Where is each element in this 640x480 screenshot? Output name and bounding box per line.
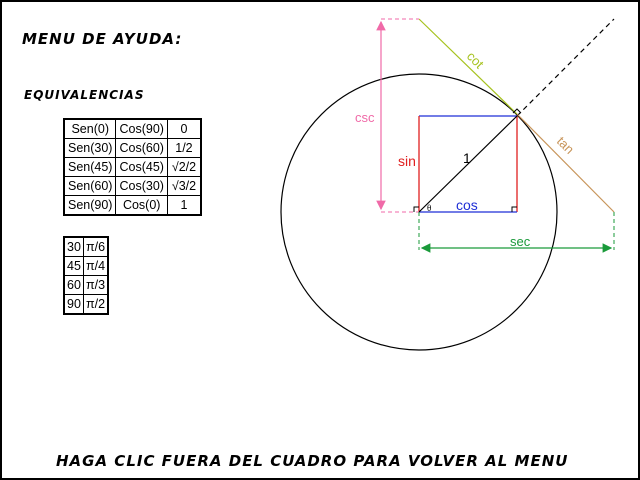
csc-label: csc bbox=[355, 110, 375, 125]
table-cell: 1/2 bbox=[166, 138, 202, 158]
table-cell: 30 bbox=[63, 236, 84, 257]
cot-line bbox=[418, 18, 518, 115]
right-angle-marker bbox=[413, 206, 419, 212]
cot-label: cot bbox=[464, 49, 487, 72]
table-row: Sen(45) Cos(45) √2/2 bbox=[63, 157, 202, 177]
table-cell: 60 bbox=[63, 275, 84, 295]
table-cell: Sen(90) bbox=[63, 195, 117, 216]
tan-line bbox=[516, 113, 615, 213]
right-angle-marker bbox=[512, 108, 522, 114]
table-row: 90 π/2 bbox=[63, 294, 109, 315]
page-title: MENU DE AYUDA: bbox=[22, 30, 183, 48]
table-cell: Cos(0) bbox=[115, 195, 168, 216]
table-cell: π/6 bbox=[83, 236, 109, 257]
table-cell: √3/2 bbox=[166, 176, 202, 196]
equivalences-table: Sen(0) Cos(90) 0 Sen(30) Cos(60) 1/2 Sen… bbox=[63, 118, 202, 216]
table-row: 60 π/3 bbox=[63, 275, 109, 295]
table-cell: 1 bbox=[166, 195, 202, 216]
tan-label: tan bbox=[554, 134, 577, 157]
table-row: Sen(60) Cos(30) √3/2 bbox=[63, 176, 202, 196]
table-row: Sen(90) Cos(0) 1 bbox=[63, 195, 202, 216]
table-cell: 90 bbox=[63, 294, 84, 315]
table-row: 30 π/6 bbox=[63, 236, 109, 257]
sin-label: sin bbox=[398, 153, 416, 169]
section-heading: EQUIVALENCIAS bbox=[24, 88, 145, 102]
cos-label: cos bbox=[456, 197, 478, 213]
right-angle-marker bbox=[511, 206, 517, 212]
table-cell: π/3 bbox=[83, 275, 109, 295]
table-cell: Cos(30) bbox=[115, 176, 168, 196]
angles-table: 30 π/6 45 π/4 60 π/3 90 π/2 bbox=[63, 236, 110, 315]
table-cell: √2/2 bbox=[166, 157, 202, 177]
radius-extension bbox=[516, 18, 615, 117]
theta-label: θ bbox=[427, 203, 431, 213]
table-cell: Cos(45) bbox=[115, 157, 168, 177]
sec-label: sec bbox=[510, 234, 531, 249]
back-to-menu-hint: HAGA CLIC FUERA DEL CUADRO PARA VOLVER A… bbox=[56, 452, 569, 470]
radius-label: 1 bbox=[463, 150, 471, 166]
unit-circle bbox=[280, 73, 558, 351]
radius-line bbox=[418, 115, 518, 213]
table-cell: π/2 bbox=[83, 294, 109, 315]
